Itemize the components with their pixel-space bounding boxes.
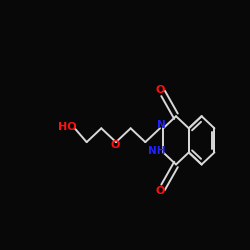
Text: O: O: [156, 186, 165, 196]
Text: N: N: [158, 120, 166, 130]
Text: O: O: [110, 140, 120, 150]
Text: HO: HO: [58, 122, 76, 132]
Text: NH: NH: [148, 146, 165, 156]
Text: O: O: [156, 85, 165, 95]
